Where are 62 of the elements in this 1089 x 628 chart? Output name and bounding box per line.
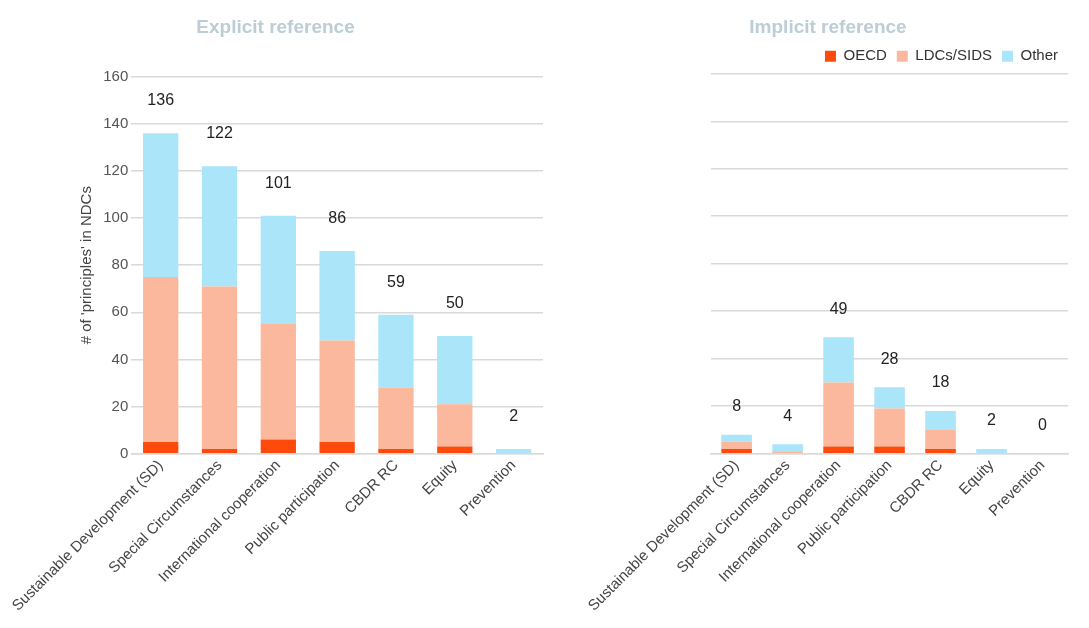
bar xyxy=(143,277,179,442)
total-label: 136 xyxy=(147,91,175,109)
y-tick-label: 40 xyxy=(111,349,129,367)
legend-label: Other xyxy=(1020,46,1058,64)
bar xyxy=(319,340,355,442)
total-label: 49 xyxy=(829,299,848,317)
total-label: 8 xyxy=(732,397,742,415)
bar xyxy=(437,446,473,453)
bar xyxy=(772,444,803,452)
y-tick-label: 100 xyxy=(103,208,129,226)
bar xyxy=(721,441,752,449)
bar xyxy=(319,251,355,341)
bar xyxy=(874,446,905,453)
bar xyxy=(823,337,854,383)
bar xyxy=(925,429,956,449)
bar xyxy=(437,404,473,447)
total-label: 59 xyxy=(387,272,405,290)
y-tick-label: 160 xyxy=(103,66,129,84)
bar xyxy=(143,133,179,277)
bar xyxy=(378,314,414,388)
legend-label: LDCs/SIDS xyxy=(915,46,992,64)
y-tick-label: 20 xyxy=(111,396,129,414)
bar xyxy=(874,408,905,447)
bar xyxy=(378,448,414,453)
total-label: 101 xyxy=(264,173,292,191)
bar xyxy=(319,441,355,453)
bar xyxy=(378,387,414,449)
total-label: 0 xyxy=(1038,416,1048,434)
total-label: 4 xyxy=(783,406,793,424)
bar xyxy=(721,434,752,442)
chart-title: Implicit reference xyxy=(749,15,907,37)
total-label: 28 xyxy=(880,349,899,367)
bar xyxy=(823,446,854,453)
bar xyxy=(437,335,473,405)
y-tick-label: 0 xyxy=(119,443,129,461)
y-tick-label: 140 xyxy=(103,114,129,132)
total-label: 50 xyxy=(445,293,464,311)
bar xyxy=(260,324,296,440)
bar xyxy=(874,387,905,409)
bar xyxy=(201,286,238,449)
bar xyxy=(976,448,1007,453)
total-label: 86 xyxy=(328,209,347,227)
legend-label: OECD xyxy=(843,46,887,64)
y-tick-label: 120 xyxy=(103,161,129,179)
y-axis-title: # of 'principles' in NDCs xyxy=(77,186,95,345)
total-label: 18 xyxy=(931,373,950,391)
bar xyxy=(823,382,854,447)
total-label: 2 xyxy=(509,406,519,424)
bar xyxy=(925,448,956,453)
total-label: 122 xyxy=(206,124,233,142)
total-label: 2 xyxy=(987,411,997,429)
bar xyxy=(201,166,238,287)
bar xyxy=(201,448,238,453)
bar xyxy=(925,410,956,430)
bar xyxy=(143,441,179,453)
bar xyxy=(260,439,296,453)
y-tick-label: 80 xyxy=(111,255,129,273)
bar xyxy=(495,448,532,453)
chart-title: Explicit reference xyxy=(196,15,355,37)
y-tick-label: 60 xyxy=(111,302,129,320)
bar xyxy=(260,215,296,325)
bar xyxy=(721,448,752,453)
